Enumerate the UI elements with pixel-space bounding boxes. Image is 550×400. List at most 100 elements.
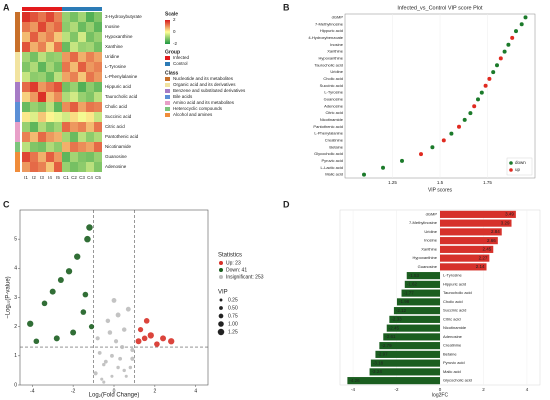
bar bbox=[393, 307, 440, 315]
heatmap-cell bbox=[22, 12, 30, 22]
point bbox=[57, 277, 64, 283]
heatmap-cell bbox=[54, 152, 62, 162]
heatmap-cell bbox=[62, 102, 70, 112]
y-tick-label: 7-Methylinosine bbox=[409, 220, 438, 225]
y-tick-label: Succinic acid bbox=[443, 308, 466, 313]
row-label: L-Tyrosine bbox=[105, 64, 127, 69]
point bbox=[49, 288, 56, 295]
class-strip bbox=[15, 22, 20, 32]
heatmap-cell bbox=[94, 112, 102, 122]
heatmap-cell bbox=[46, 62, 54, 72]
x-tick-label: 4 bbox=[526, 387, 529, 392]
heatmap-cell bbox=[94, 62, 102, 72]
legend-label: Bile acids bbox=[173, 94, 193, 99]
bar bbox=[440, 219, 512, 227]
heatmap-cell bbox=[70, 82, 78, 92]
x-tick-label: -2 bbox=[395, 387, 399, 392]
y-tick-label: Guanosine bbox=[418, 264, 438, 269]
value-label: -2.33 bbox=[391, 317, 402, 322]
value-label: -2.79 bbox=[381, 343, 392, 348]
heatmap-cell bbox=[46, 42, 54, 52]
heatmap-cell bbox=[62, 42, 70, 52]
value-label: -3.24 bbox=[372, 369, 383, 374]
legend-marker bbox=[219, 275, 223, 279]
point bbox=[154, 341, 160, 347]
bar bbox=[386, 324, 440, 332]
y-tick-label: 4-Hydroxybenzoate bbox=[308, 35, 343, 40]
value-label: 3.49 bbox=[505, 212, 514, 217]
point bbox=[82, 291, 89, 298]
y-axis-label: −Log₁₀(P-value) bbox=[6, 276, 12, 318]
scale-tick-label: -2 bbox=[173, 41, 177, 46]
row-label: Hippuric acid bbox=[105, 84, 132, 89]
point bbox=[115, 312, 121, 318]
heatmap-cell bbox=[94, 92, 102, 102]
class-strip bbox=[15, 32, 20, 42]
row-label: 3-Hydroxybutyrate bbox=[105, 14, 142, 19]
group-strip bbox=[46, 7, 54, 11]
heatmap-cell bbox=[22, 132, 30, 142]
point bbox=[103, 359, 108, 364]
legend-title: Scale bbox=[165, 11, 178, 17]
y-tick-label: Nicotinamide bbox=[320, 117, 344, 122]
heatmap-cell bbox=[62, 62, 70, 72]
heatmap-cell bbox=[86, 132, 94, 142]
class-strip bbox=[15, 12, 20, 22]
row-label: Cholic acid bbox=[105, 104, 128, 109]
heatmap-cell bbox=[38, 102, 46, 112]
x-tick-label: 0 bbox=[113, 388, 116, 394]
bar bbox=[440, 254, 490, 262]
legend-marker bbox=[219, 268, 223, 272]
y-tick-label: Malic acid bbox=[325, 172, 343, 177]
heatmap-cell bbox=[38, 52, 46, 62]
point bbox=[84, 235, 91, 243]
heatmap-cell bbox=[30, 102, 38, 112]
bar bbox=[404, 280, 440, 288]
heatmap-cell bbox=[86, 122, 94, 132]
bar bbox=[370, 359, 440, 367]
x-tick-label: 1.25 bbox=[388, 180, 397, 185]
size-legend-marker bbox=[218, 321, 224, 327]
x-axis-label: VIP scores bbox=[428, 187, 453, 193]
heatmap-cell bbox=[94, 72, 102, 82]
dot bbox=[430, 145, 435, 150]
heatmap-cell bbox=[78, 162, 86, 172]
heatmap-cell bbox=[30, 72, 38, 82]
point bbox=[135, 338, 142, 345]
value-label: 2.45 bbox=[482, 247, 491, 252]
heatmap-cell bbox=[78, 92, 86, 102]
row-label: Uridine bbox=[105, 54, 120, 59]
point bbox=[113, 339, 119, 344]
legend-title: Group bbox=[165, 49, 180, 55]
y-tick-label: Guanosine bbox=[324, 96, 344, 101]
y-tick-label: Hypoxanthine bbox=[319, 55, 344, 60]
heatmap-cell bbox=[86, 52, 94, 62]
heatmap-cell bbox=[54, 52, 62, 62]
heatmap-cell bbox=[78, 52, 86, 62]
heatmap-cell bbox=[86, 92, 94, 102]
value-label: 2.84 bbox=[491, 229, 500, 234]
heatmap-cell bbox=[30, 12, 38, 22]
point bbox=[121, 327, 127, 332]
heatmap-cell bbox=[38, 32, 46, 42]
legend-swatch bbox=[165, 95, 170, 99]
size-legend-label: 1.00 bbox=[228, 321, 238, 327]
heatmap-cell bbox=[78, 72, 86, 82]
y-tick-label: Pyruvic acid bbox=[321, 158, 343, 163]
x-tick-label: 2 bbox=[482, 387, 485, 392]
y-tick-label: Nicotinamide bbox=[443, 325, 467, 330]
heatmap-cell bbox=[46, 32, 54, 42]
class-strip bbox=[15, 72, 20, 82]
dot bbox=[476, 97, 480, 102]
heatmap-cell bbox=[38, 92, 46, 102]
dot bbox=[510, 35, 515, 40]
bar bbox=[383, 333, 440, 341]
value-label: -1.62 bbox=[407, 282, 418, 287]
dot bbox=[483, 83, 488, 88]
group-strip bbox=[38, 7, 46, 11]
heatmap-cell bbox=[46, 132, 54, 142]
heatmap-cell bbox=[70, 102, 78, 112]
y-tick-label: Pyruvic acid bbox=[443, 360, 465, 365]
heatmap-cell bbox=[54, 92, 62, 102]
